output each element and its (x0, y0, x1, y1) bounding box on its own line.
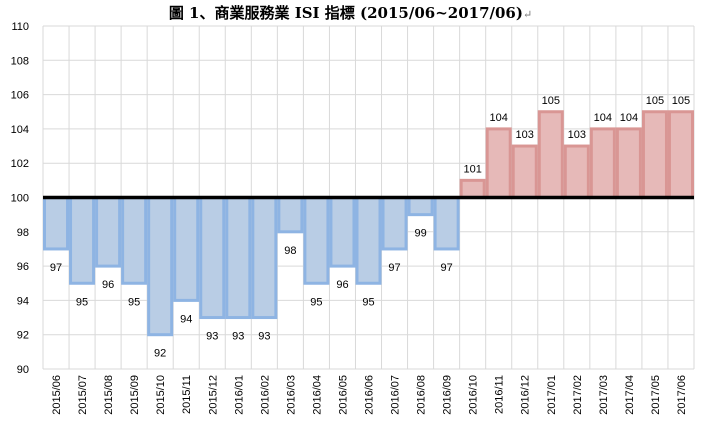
x-tick-label: 2015/06 (51, 375, 63, 415)
y-tick-label: 108 (11, 55, 29, 67)
bar (485, 127, 512, 199)
y-tick-label: 110 (11, 21, 29, 33)
data-label: 95 (76, 296, 88, 308)
x-tick-label: 2016/07 (390, 375, 402, 415)
paragraph-mark-icon: ↵ (522, 8, 533, 21)
y-tick-label: 94 (17, 295, 29, 307)
y-tick-label: 102 (11, 158, 29, 170)
bar (69, 196, 96, 285)
x-tick-label: 2017/03 (598, 375, 610, 415)
bar (95, 196, 122, 268)
data-label: 96 (102, 279, 114, 291)
x-tick-label: 2017/06 (676, 375, 688, 415)
bar (615, 127, 642, 199)
x-axis-ticks: 2015/06 2015/07 2015/08 2015/09 2015/10 2015/… (51, 375, 688, 415)
bar (303, 196, 330, 285)
bar (537, 110, 564, 199)
x-tick-label: 2016/08 (416, 375, 428, 415)
x-tick-label: 2016/06 (364, 375, 376, 415)
x-tick-label: 2017/01 (546, 375, 558, 415)
chart-title: 圖 1、商業服務業 ISI 指標 (2015/06~2017/06)↵ (0, 2, 701, 23)
bar (329, 196, 356, 268)
x-tick-label: 2017/04 (624, 375, 636, 415)
data-label: 105 (542, 95, 560, 107)
data-label: 104 (490, 112, 508, 124)
data-label: 105 (672, 95, 690, 107)
data-label: 104 (594, 112, 612, 124)
bar (511, 144, 538, 200)
x-tick-label: 2015/10 (155, 375, 167, 415)
data-label: 93 (258, 331, 270, 343)
x-tick-label: 2016/12 (520, 375, 532, 415)
bar (355, 196, 382, 285)
bar (173, 196, 200, 302)
bar (459, 178, 486, 200)
data-label: 96 (336, 279, 348, 291)
data-label: 105 (646, 95, 664, 107)
x-tick-label: 2016/02 (259, 375, 271, 415)
y-tick-label: 104 (11, 124, 29, 136)
x-tick-label: 2016/01 (233, 375, 245, 415)
bar (199, 196, 226, 320)
x-tick-label: 2016/11 (494, 375, 506, 414)
x-tick-label: 2015/08 (103, 375, 115, 415)
bar (147, 196, 174, 337)
data-label: 97 (440, 262, 452, 274)
bar (563, 144, 590, 200)
data-label: 104 (620, 112, 638, 124)
chart-title-text: 圖 1、商業服務業 ISI 指標 (2015/06~2017/06) (168, 4, 523, 22)
data-label: 99 (414, 228, 426, 240)
data-label: 97 (388, 262, 400, 274)
data-labels: 97 95 96 95 92 94 93 93 93 98 95 96 95 97 99 97 101 104 10… (50, 95, 690, 360)
x-tick-label: 2017/02 (572, 375, 584, 415)
x-tick-label: 2016/03 (285, 375, 297, 415)
x-tick-label: 2015/12 (207, 375, 219, 415)
x-tick-label: 2016/05 (337, 375, 349, 415)
data-label: 93 (232, 331, 244, 343)
x-tick-label: 2015/09 (129, 375, 141, 415)
x-tick-label: 2016/09 (442, 375, 454, 415)
data-label: 95 (362, 296, 374, 308)
data-label: 101 (463, 163, 481, 175)
bar (121, 196, 148, 285)
data-label: 98 (284, 245, 296, 257)
bar (433, 196, 460, 251)
bar (667, 110, 695, 199)
y-tick-label: 100 (11, 193, 29, 205)
bar (277, 196, 304, 234)
y-tick-label: 98 (17, 227, 29, 239)
bar (251, 196, 278, 320)
bar (225, 196, 252, 320)
data-label: 94 (180, 313, 192, 325)
bar (381, 196, 408, 251)
data-label: 103 (568, 129, 586, 141)
data-label: 95 (310, 296, 322, 308)
bar (43, 196, 70, 251)
y-tick-label: 96 (17, 261, 29, 273)
bar (589, 127, 616, 199)
data-label: 95 (128, 296, 140, 308)
y-tick-label: 92 (17, 330, 29, 342)
y-tick-label: 90 (17, 364, 29, 376)
data-label: 103 (516, 129, 534, 141)
x-tick-label: 2016/04 (311, 375, 323, 415)
y-axis-ticks: 90 92 94 96 98 100 102 104 106 108 110 (11, 21, 29, 376)
data-label: 97 (50, 262, 62, 274)
y-tick-label: 106 (11, 90, 29, 102)
x-tick-label: 2015/11 (181, 375, 193, 414)
x-tick-label: 2016/10 (468, 375, 480, 415)
data-label: 92 (154, 348, 166, 360)
x-tick-label: 2015/07 (77, 375, 89, 415)
x-tick-label: 2017/05 (650, 375, 662, 415)
bar (641, 110, 668, 199)
bar (407, 196, 434, 217)
data-label: 93 (206, 331, 218, 343)
